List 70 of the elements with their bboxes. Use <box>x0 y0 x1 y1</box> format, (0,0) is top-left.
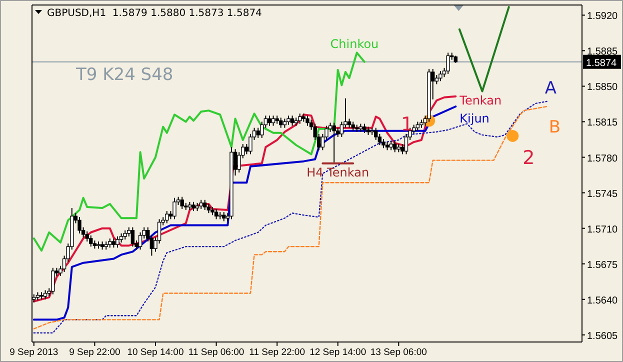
candlestick <box>85 230 89 242</box>
y-tick-label: 1.5885 <box>587 46 618 58</box>
candlestick <box>306 115 310 126</box>
candlestick <box>389 140 393 151</box>
x-tick-label: 13 Sep 06:00 <box>370 347 427 358</box>
candlestick <box>108 238 112 248</box>
candlestick <box>112 238 116 248</box>
candlestick <box>78 216 82 234</box>
y-tick-label: 1.5780 <box>587 153 618 164</box>
candlestick <box>130 226 135 248</box>
candlestick <box>347 118 352 128</box>
x-tick-label: 9 Sep 2013 <box>10 347 58 358</box>
candlestick <box>438 70 442 82</box>
candlestick <box>116 236 120 248</box>
candlestick <box>192 201 196 212</box>
series-label: A <box>544 78 557 98</box>
ref-line-label: 1.5874 <box>586 58 618 69</box>
series-label: Tenkan <box>458 93 502 108</box>
x-tick-label: 11 Sep 06:00 <box>188 347 244 358</box>
candlestick <box>206 203 211 214</box>
candlestick <box>351 121 355 132</box>
candlestick <box>222 212 226 222</box>
chart-title: GBPUSD,H1 1.5879 1.5880 1.5873 1.5874 <box>47 8 262 19</box>
candlestick <box>51 267 55 295</box>
candlestick <box>199 199 203 210</box>
candlestick <box>123 230 127 240</box>
candlestick <box>268 115 272 126</box>
series-label: B <box>548 118 561 138</box>
candlestick <box>446 52 450 75</box>
candlestick <box>434 74 439 85</box>
y-tick-label: 1.5920 <box>587 11 618 22</box>
annotation: T9 K24 S48 <box>75 65 174 85</box>
candlestick <box>374 127 378 141</box>
candlestick <box>382 138 386 149</box>
candlestick <box>271 115 276 126</box>
annotation: 2 <box>522 146 535 169</box>
candlestick <box>138 232 142 250</box>
annotation: 1 <box>400 114 414 136</box>
candlestick <box>286 115 290 126</box>
x-tick-label: 10 Sep 14:00 <box>127 347 184 358</box>
candlestick <box>393 140 397 153</box>
candlestick <box>165 210 169 224</box>
y-tick-label: 1.5710 <box>587 224 618 236</box>
candlestick <box>279 117 283 128</box>
candlestick <box>43 290 48 300</box>
y-tick-label: 1.5745 <box>587 188 618 200</box>
y-tick-label: 1.5675 <box>587 260 618 271</box>
candlestick <box>298 113 302 124</box>
candlestick <box>203 199 207 211</box>
x-tick-label: 9 Sep 22:00 <box>69 347 120 358</box>
candlestick <box>256 127 260 138</box>
candlestick <box>180 196 184 210</box>
candlestick <box>172 197 176 220</box>
candlestick <box>416 121 420 132</box>
candlestick <box>362 123 366 134</box>
y-tick-label: 1.5850 <box>587 82 618 94</box>
candlestick <box>290 115 294 126</box>
candlestick <box>89 234 93 248</box>
series-label: H4 Tenkan <box>306 165 370 180</box>
y-tick-label: 1.5815 <box>587 118 618 129</box>
y-tick-label: 1.5640 <box>587 295 618 306</box>
candlestick <box>119 232 124 244</box>
series-label: Kijun <box>460 112 490 126</box>
series-label: Chinkou <box>330 36 379 51</box>
y-tick-label: 1.5605 <box>587 330 618 342</box>
candlestick <box>332 122 336 163</box>
candlestick <box>214 208 218 220</box>
x-tick-label: 11 Sep 22:00 <box>249 347 305 358</box>
candlestick <box>282 118 287 128</box>
x-tick-label: 12 Sep 14:00 <box>310 347 366 358</box>
